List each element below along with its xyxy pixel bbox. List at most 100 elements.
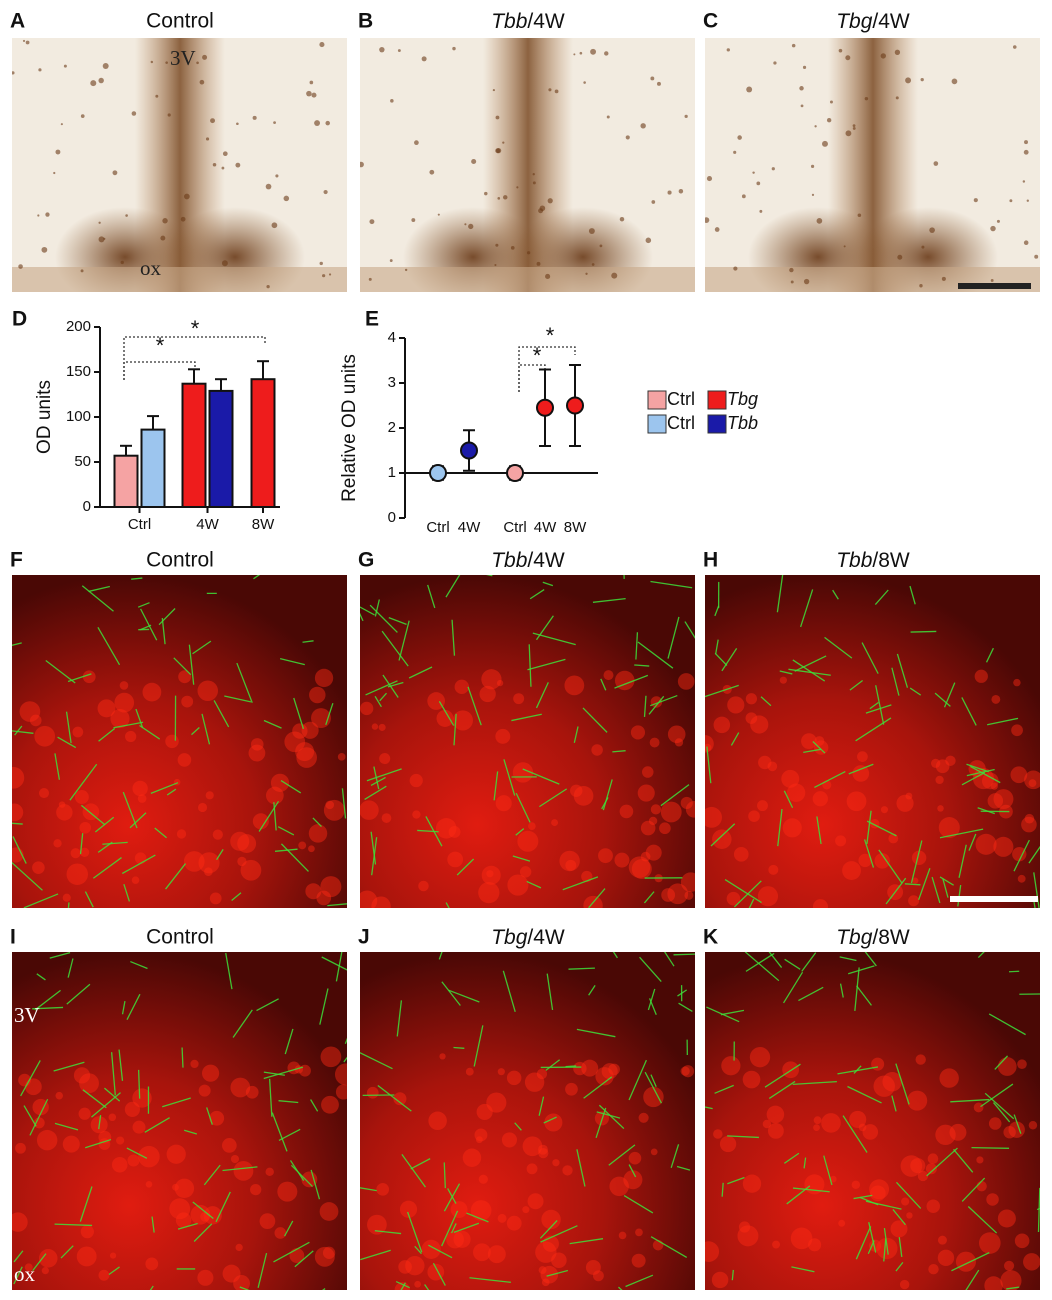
texture [445,575,461,598]
texture [871,1057,885,1071]
texture [839,983,844,998]
texture [429,169,435,175]
texture [910,1158,926,1174]
texture [853,1194,873,1200]
texture [271,222,278,229]
texture [742,1174,762,1193]
texture [126,1147,148,1159]
bar [113,454,139,509]
texture [73,1067,91,1084]
texture [97,626,121,666]
texture [895,96,899,100]
texture [583,895,603,908]
texture [623,575,625,579]
texture [993,789,1014,809]
texture [237,856,247,867]
texture [277,1181,298,1202]
texture [994,1055,1009,1070]
texture [814,736,825,746]
texture [529,589,545,600]
texture [38,1249,58,1268]
texture [874,853,891,869]
texture [606,115,610,119]
texture [123,883,131,902]
texture [858,853,872,868]
texture [742,1070,761,1089]
texture [526,880,542,889]
texture [878,849,903,884]
texture [144,1117,170,1133]
texture [180,216,186,222]
gene: Tbg [491,926,528,949]
texture [484,191,488,196]
texture [650,580,693,589]
texture [919,284,923,288]
texture [129,812,147,829]
texture [792,1187,830,1193]
texture [364,785,387,800]
texture [183,851,205,872]
texture [894,49,901,55]
texture [749,1046,771,1068]
panel-letter: A [10,10,25,33]
texture [335,952,343,982]
texture [650,1236,688,1258]
texture [745,952,775,972]
significance: * [156,333,165,358]
texture [935,775,944,785]
texture [792,659,826,682]
texture [18,264,23,269]
texture [741,194,746,199]
texture [545,1059,561,1071]
legend-swatch [707,414,727,434]
texture [453,713,457,746]
texture [519,866,532,878]
point [460,441,478,460]
background [360,575,695,908]
texture [222,151,228,157]
texture [727,1135,759,1139]
texture [32,1253,47,1272]
texture [62,1135,80,1153]
texture [760,696,772,707]
texture [174,1178,195,1199]
x-tick-label: Ctrl [128,516,151,533]
panel-letter: J [358,926,370,949]
texture [598,848,613,864]
stain-base [12,267,347,292]
texture [453,1046,465,1049]
texture [245,1085,259,1099]
texture [939,828,984,839]
texture [221,260,228,267]
texture [235,1243,243,1252]
texture [201,713,211,745]
texture [1026,199,1029,202]
texture [676,1165,691,1171]
texture [726,48,730,52]
texture [404,268,408,272]
background [705,952,1040,1290]
texture [125,730,137,743]
texture [901,1197,910,1206]
texture [538,1266,547,1275]
texture [381,813,392,823]
texture [618,1231,627,1240]
texture [494,263,497,267]
texture [900,1155,923,1177]
texture [635,632,639,660]
texture [213,700,230,728]
texture [991,694,1001,704]
bracket [123,336,266,380]
texture [559,850,580,872]
texture [512,855,531,862]
texture [503,759,516,796]
texture [452,710,473,731]
texture [456,858,475,876]
texture [446,1230,464,1249]
texture [883,1238,887,1262]
texture [895,1261,904,1272]
texture [767,1122,784,1139]
texture [918,868,931,901]
texture [32,1098,49,1116]
texture [181,695,194,708]
